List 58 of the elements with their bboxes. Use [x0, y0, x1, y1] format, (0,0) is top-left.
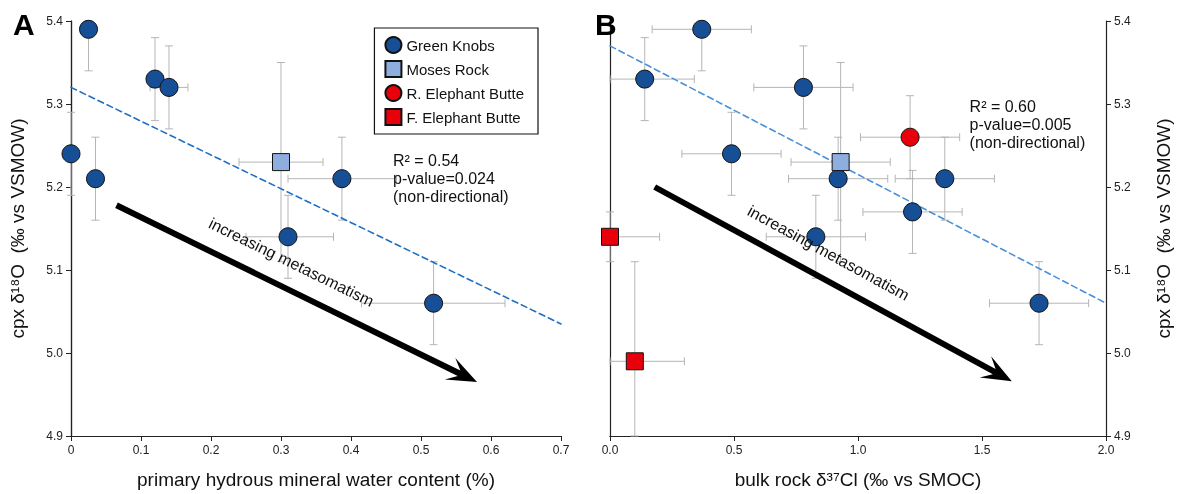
y2-tick-label: 5.0	[1114, 346, 1132, 360]
y-tick-label: 5.4	[46, 14, 64, 28]
x-tick-label: 0.5	[725, 443, 743, 457]
point	[625, 352, 644, 371]
y2-tick-label: 5.3	[1114, 97, 1132, 111]
annotation: R² = 0.60 p-value=0.005 (non-directional)	[969, 98, 1086, 152]
point	[828, 169, 848, 189]
x-tick-label: 1.0	[849, 443, 867, 457]
y2-tick-label: 5.2	[1114, 180, 1132, 194]
point	[903, 202, 923, 222]
point	[272, 153, 290, 172]
point	[635, 69, 655, 89]
y-tick-label: 5.3	[46, 97, 64, 111]
x-tick-label: 2.0	[1097, 443, 1115, 457]
point	[1029, 293, 1049, 313]
chart-title: A	[13, 7, 35, 41]
point	[935, 169, 955, 189]
legend-label: F. Elephant Butte	[406, 108, 521, 126]
y-tick-label: 5.1	[46, 263, 64, 277]
legend-label: Moses Rock	[406, 60, 490, 78]
legend-label: Green Knobs	[406, 36, 495, 54]
point	[61, 144, 81, 164]
point	[424, 293, 444, 313]
x-axis-title: bulk rock δ³⁷Cl (‰ vs SMOC)	[734, 469, 982, 490]
point	[601, 227, 619, 246]
x-tick-label: 0.5	[412, 443, 430, 457]
y2-tick-label: 5.1	[1114, 263, 1132, 277]
x-tick-label: 0.3	[272, 443, 290, 457]
point	[793, 77, 813, 97]
y2-axis-title: cpx δ¹⁸O (‰ vs VSMOW)	[1153, 118, 1174, 339]
legend-label: R. Elephant Butte	[406, 84, 524, 102]
x-tick-label: 0.1	[132, 443, 150, 457]
point	[900, 127, 920, 147]
point	[722, 144, 742, 164]
x-tick-label: 0.7	[552, 443, 570, 457]
y-axis-title: cpx δ¹⁸O (‰ vs VSMOW)	[7, 118, 28, 339]
x-tick-label: 0.0	[601, 443, 619, 457]
x-tick-label: 0.6	[482, 443, 500, 457]
y2-tick-label: 4.9	[1114, 429, 1132, 443]
annotation: R² = 0.54 p-value=0.024 (non-directional)	[393, 152, 509, 206]
point	[278, 227, 298, 247]
point	[692, 19, 712, 39]
x-tick-label: 0.4	[342, 443, 360, 457]
x-axis-title: primary hydrous mineral water content (%)	[137, 469, 495, 490]
x-tick-label: 1.5	[973, 443, 991, 457]
point	[145, 69, 165, 89]
x-tick-label: 0.2	[202, 443, 220, 457]
point	[79, 19, 98, 39]
y-tick-label: 5.0	[46, 346, 64, 360]
chart-title: B	[595, 7, 617, 41]
y-tick-label: 5.2	[46, 180, 64, 194]
y-tick-label: 4.9	[46, 429, 64, 443]
point	[86, 169, 105, 189]
point	[332, 169, 352, 189]
point	[831, 153, 850, 172]
x-tick-label: 0	[67, 443, 75, 457]
y2-tick-label: 5.4	[1114, 14, 1132, 28]
point	[159, 77, 179, 97]
